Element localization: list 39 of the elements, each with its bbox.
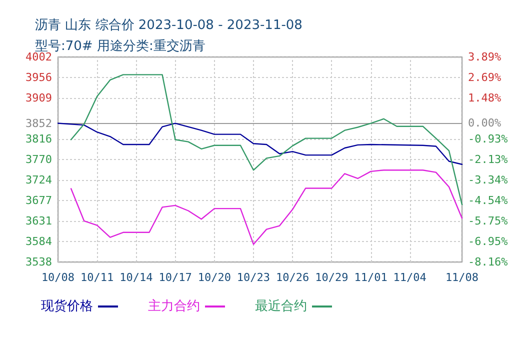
y2-tick-label: -5.75% [468,214,508,228]
y-tick-label: 3724 [26,173,52,186]
y2-tick-label: 1.48% [468,92,502,104]
legend-label: 最近合约 [255,299,307,314]
x-tick-label: 10/17 [158,271,192,284]
line-series [70,74,463,206]
x-tick-label: 10/11 [80,271,114,284]
y2-tick-label: -4.54% [468,194,508,207]
x-tick-label: 10/26 [276,271,310,284]
x-tick-label: 11/08 [445,271,479,284]
y-tick-label: 3956 [26,70,52,84]
y2-tick-label: 0.00% [468,116,502,130]
y2-tick-label: -2.13% [468,152,508,166]
y2-tick-label: -6.95% [468,234,508,248]
x-tick-label: 10/08 [41,271,75,284]
x-tick-label: 10/29 [315,271,348,284]
y-tick-label: 3584 [26,235,52,248]
y-tick-label: 3816 [26,132,52,146]
legend-label: 主力合约 [148,298,200,314]
line-series [70,170,463,245]
y-tick-label: 3538 [26,256,52,268]
y2-tick-label: -0.93% [468,132,508,146]
chart-title: 沥青 山东 综合价 2023-10-08 - 2023-11-08 [35,18,302,33]
y2-tick-label: -3.34% [468,174,508,186]
y-tick-label: 3631 [26,214,52,228]
y-tick-label: 3909 [26,92,52,105]
y2-tick-label: -8.16% [468,256,508,268]
y-tick-label: 3852 [26,116,52,130]
legend-label: 现货价格 [41,299,93,314]
x-tick-label: 10/23 [236,271,270,284]
x-tick-label: 10/20 [198,271,231,284]
x-tick-label: 10/14 [120,271,154,284]
y2-tick-label: 3.89% [468,50,502,64]
y-tick-label: 3677 [26,194,52,208]
x-tick-label: 11/01 [354,271,388,284]
line-series [57,122,463,165]
x-tick-label: 11/04 [393,271,427,284]
y-tick-label: 3770 [26,153,52,166]
y2-tick-label: 2.69% [468,70,502,84]
